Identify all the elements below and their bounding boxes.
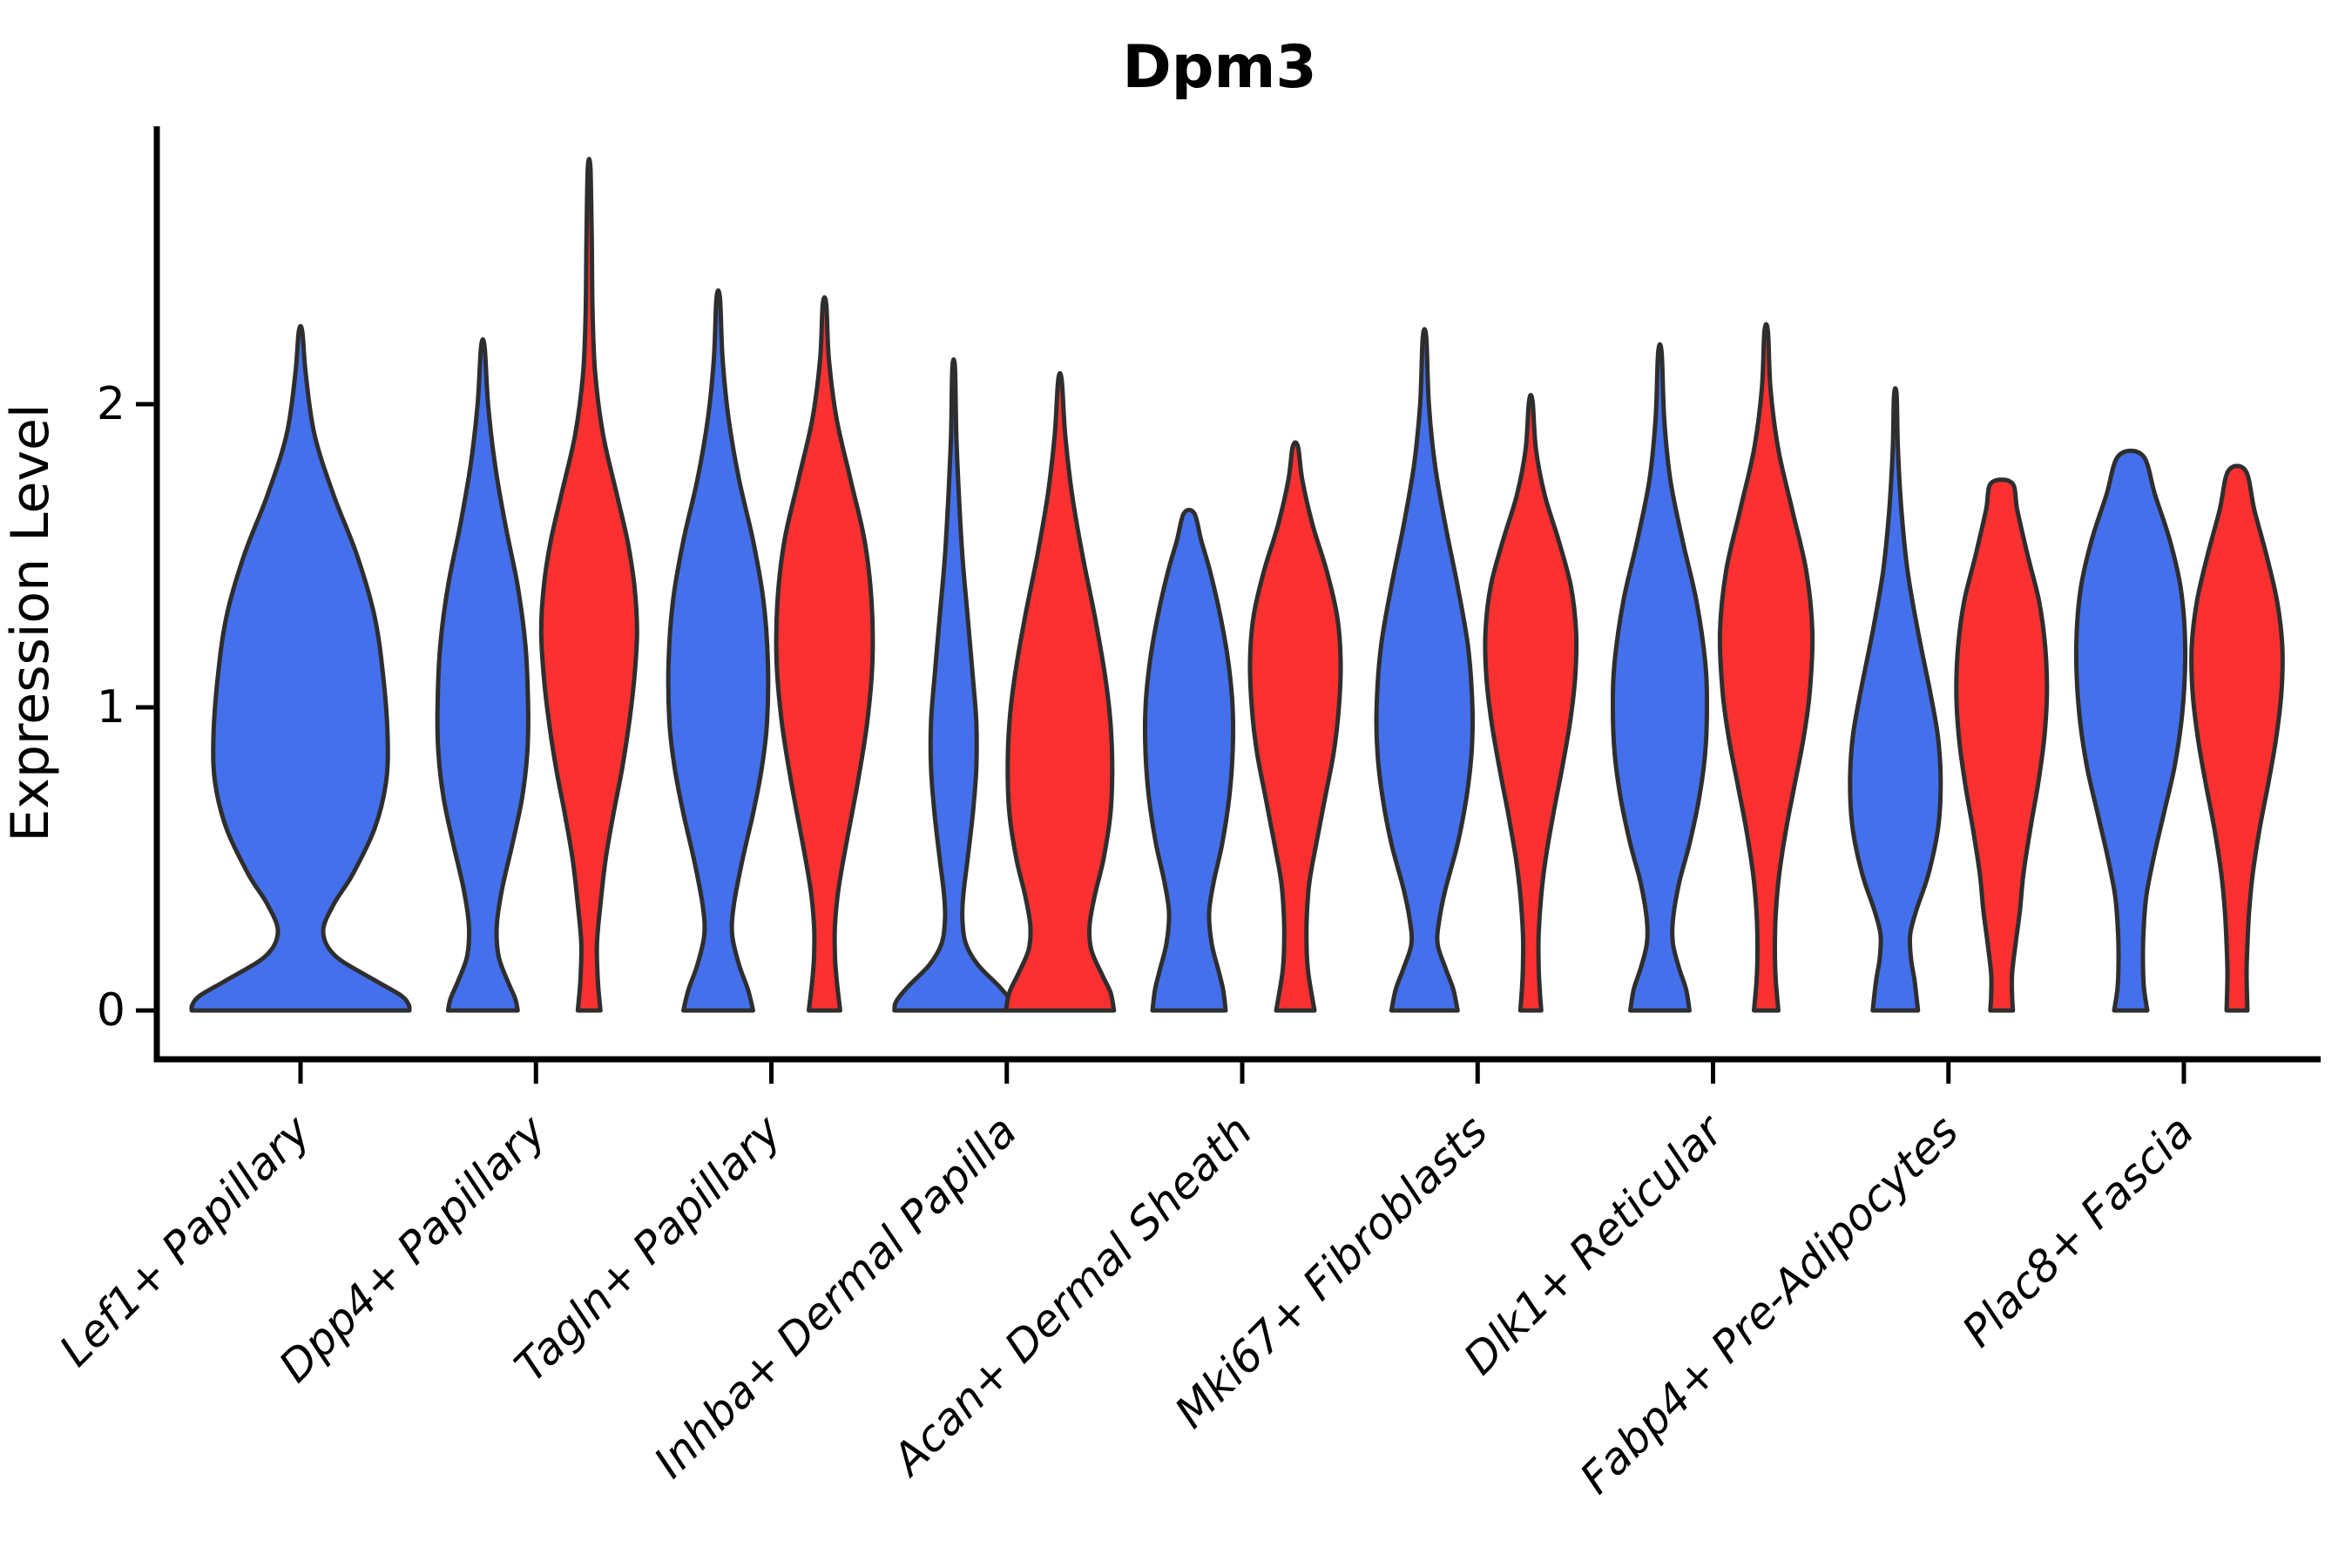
- x-tick-label-fabp4-pre-adipocytes: Fabp4+ Pre-Adipocytes: [1571, 1105, 1969, 1504]
- violin-layer: [189, 157, 2285, 1013]
- violin-tagln-papillary-red: [774, 294, 875, 1013]
- violin-fabp4-pre-adipocytes-red: [1954, 477, 2050, 1013]
- violin-inhba-dermal-papilla-blue: [892, 357, 1016, 1013]
- violin-dpp4-papillary-blue: [435, 337, 531, 1013]
- x-tick-label-dlk1-reticular: Dlk1+ Reticular: [1454, 1104, 1734, 1384]
- violin-tagln-papillary-blue: [666, 288, 771, 1013]
- violin-fabp4-pre-adipocytes-blue: [1848, 386, 1943, 1013]
- violin-inhba-dermal-papilla-red: [1004, 370, 1117, 1013]
- label-layer: Dpm3 Expression Level: [0, 33, 1317, 842]
- x-tick-label-plac8-fascia: Plac8+ Fascia: [1953, 1105, 2204, 1356]
- y-tick-label-0: 0: [97, 984, 125, 1037]
- x-tick-label-lef1-papillary: Lef1+ Papillary: [50, 1105, 321, 1375]
- violin-mki67-fibroblasts-red: [1483, 393, 1579, 1013]
- violin-dpp4-papillary-red: [538, 157, 639, 1013]
- violin-mki67-fibroblasts-blue: [1374, 327, 1476, 1013]
- chart-title: Dpm3: [1122, 33, 1316, 102]
- violin-dlk1-reticular-red: [1717, 321, 1815, 1013]
- y-axis-label: Expression Level: [0, 403, 61, 841]
- y-tick-label-1: 1: [97, 681, 125, 733]
- violin-acan-dermal-sheath-red: [1247, 440, 1343, 1013]
- violin-acan-dermal-sheath-blue: [1142, 507, 1236, 1013]
- violin-dlk1-reticular-blue: [1611, 341, 1709, 1013]
- y-tick-label-2: 2: [97, 378, 125, 430]
- violin-plac8-fascia-red: [2189, 463, 2285, 1013]
- violin-plac8-fascia-blue: [2073, 449, 2188, 1013]
- violin-lef1-papillary-blue: [189, 323, 412, 1013]
